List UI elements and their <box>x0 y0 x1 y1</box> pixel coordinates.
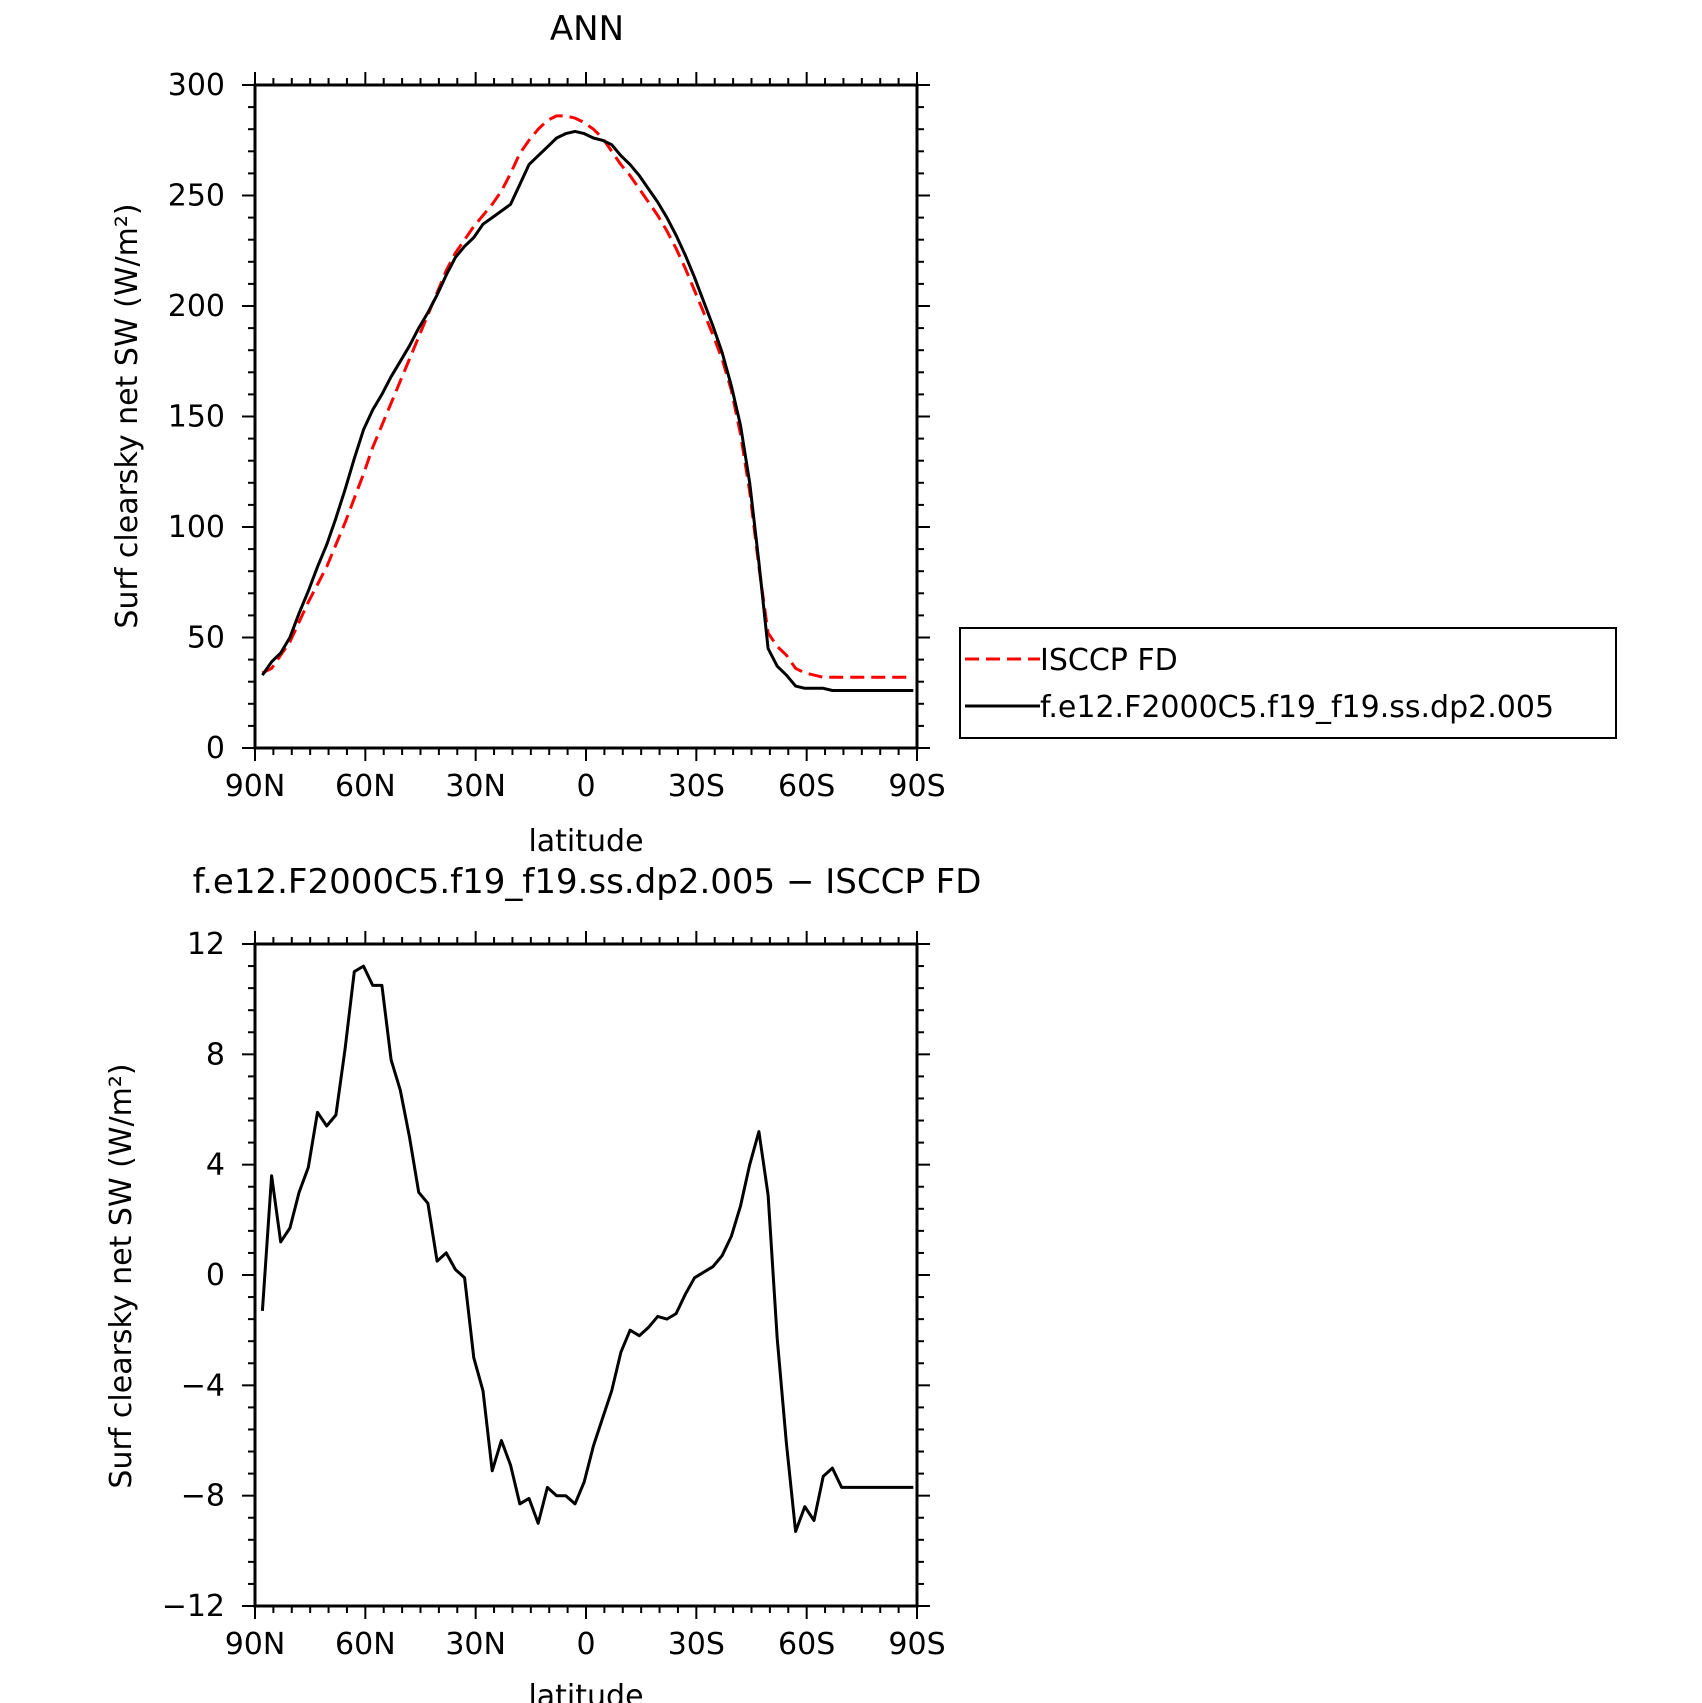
top-x-tick-labels: 90N 60N 30N 0 30S 60S 90S <box>225 769 946 804</box>
x-tick-label: 30N <box>445 1627 506 1662</box>
x-tick-label: 0 <box>576 1627 595 1662</box>
legend: ISCCP FD f.e12.F2000C5.f19_f19.ss.dp2.00… <box>959 627 1617 739</box>
legend-label-isccp: ISCCP FD <box>1040 643 1178 678</box>
y-tick-label: 100 <box>168 510 225 545</box>
x-tick-label: 30S <box>668 769 725 804</box>
x-tick-label: 0 <box>576 769 595 804</box>
top-y-tick-labels: 0 50 100 150 200 250 300 <box>168 68 225 766</box>
y-tick-label: 8 <box>206 1037 225 1072</box>
series-line-0 <box>261 114 914 679</box>
y-tick-label: −4 <box>181 1368 225 1403</box>
x-tick-label: 90S <box>888 1627 945 1662</box>
y-tick-label: 300 <box>168 68 225 103</box>
bottom-ticks <box>242 931 930 1619</box>
bottom-series-group <box>260 964 914 1533</box>
bottom-y-axis-label: Surf clearsky net SW (W/m²) <box>104 1063 139 1488</box>
y-tick-label: −8 <box>181 1479 225 1514</box>
y-tick-label: 4 <box>206 1148 225 1183</box>
x-tick-label: 30N <box>445 769 506 804</box>
series-line-0 <box>260 964 914 1533</box>
y-tick-label: 200 <box>168 289 225 324</box>
y-tick-label: −12 <box>162 1589 225 1624</box>
x-tick-label: 60N <box>335 769 396 804</box>
y-tick-label: 150 <box>168 400 225 435</box>
x-tick-label: 30S <box>668 1627 725 1662</box>
y-tick-label: 0 <box>206 1258 225 1293</box>
bottom-chart-title: f.e12.F2000C5.f19_f19.ss.dp2.005 − ISCCP… <box>193 862 982 902</box>
x-tick-label: 90S <box>888 769 945 804</box>
legend-box <box>959 627 1617 739</box>
bottom-x-axis-label: latitude <box>528 1679 643 1703</box>
y-tick-label: 0 <box>206 731 225 766</box>
bottom-y-tick-labels: −12 −8 −4 0 4 8 12 <box>162 927 225 1624</box>
top-series-group <box>261 114 914 692</box>
x-tick-label: 60S <box>778 769 835 804</box>
series-line-1 <box>261 129 914 692</box>
top-x-axis-label: latitude <box>528 824 643 859</box>
y-tick-label: 12 <box>187 927 225 962</box>
x-tick-label: 90N <box>225 1627 286 1662</box>
y-tick-label: 250 <box>168 179 225 214</box>
top-ticks <box>242 72 930 761</box>
x-tick-label: 60S <box>778 1627 835 1662</box>
x-tick-label: 90N <box>225 769 286 804</box>
x-tick-label: 60N <box>335 1627 396 1662</box>
bottom-panel: f.e12.F2000C5.f19_f19.ss.dp2.005 − ISCCP… <box>104 862 981 1703</box>
y-tick-label: 50 <box>187 621 225 656</box>
bottom-x-tick-labels: 90N 60N 30N 0 30S 60S 90S <box>225 1627 946 1662</box>
top-y-axis-label: Surf clearsky net SW (W/m²) <box>110 203 145 628</box>
top-plot-frame <box>253 83 919 750</box>
legend-label-model: f.e12.F2000C5.f19_f19.ss.dp2.005 <box>1040 690 1554 725</box>
top-chart-title: ANN <box>550 9 624 49</box>
